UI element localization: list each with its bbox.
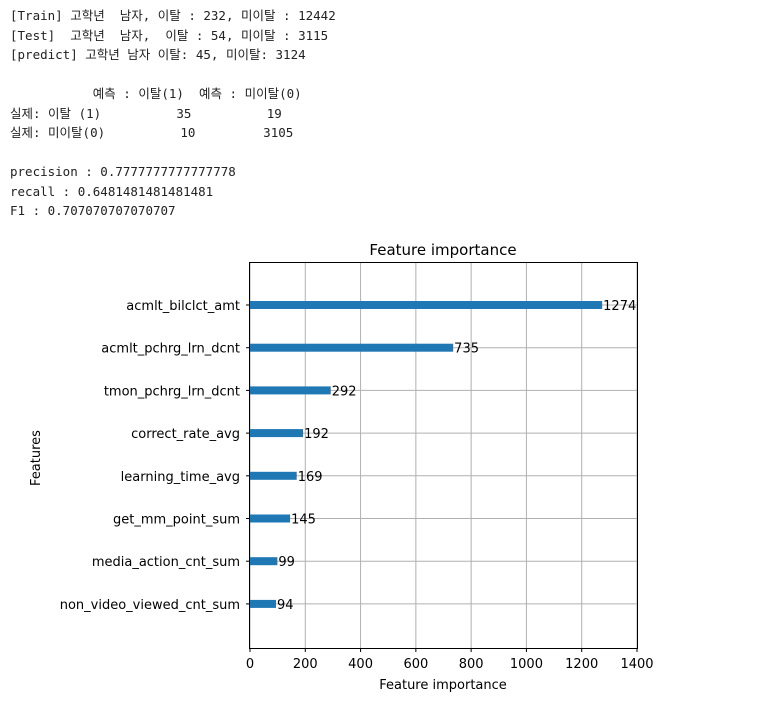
y-tick-label: media_action_cnt_sum (92, 555, 240, 570)
bar (250, 599, 276, 608)
grid-lines (249, 263, 638, 648)
x-axis-label: Feature importance (379, 678, 507, 693)
data-label: 99 (278, 555, 295, 570)
x-tick-label: 600 (403, 657, 428, 672)
bar (250, 471, 297, 480)
chart-title: Feature importance (369, 241, 516, 259)
y-tick-label: non_video_viewed_cnt_sum (60, 598, 240, 613)
x-tick-label: 0 (246, 657, 254, 672)
data-label: 169 (298, 470, 323, 485)
data-label: 192 (304, 427, 329, 442)
bar (250, 429, 304, 438)
y-tick-label: tmon_pchrg_lrn_dcnt (104, 384, 240, 399)
data-label: 94 (277, 598, 294, 613)
console-line: F1 : 0.707070707070707 (10, 203, 176, 218)
data-label: 1274 (603, 299, 636, 314)
bar (250, 514, 291, 523)
x-tick-label: 1200 (565, 657, 598, 672)
console-line: [Test] 고학년 남자, 이탈 : 54, 미이탈 : 3115 (10, 27, 329, 43)
console-line: recall : 0.6481481481481481 (10, 183, 214, 199)
bar (250, 301, 603, 309)
console-output: [Train] 고학년 남자, 이탈 : 232, 미이탈 : 12442 [Te… (10, 6, 336, 221)
y-axis-label: Features (29, 430, 44, 486)
data-label: 292 (332, 384, 357, 399)
data-label: 145 (291, 513, 316, 528)
console-line: 실제: 이탈 (1) 35 19 (10, 105, 282, 121)
bar (250, 386, 331, 395)
data-label: 735 (454, 342, 479, 357)
y-tick-label: acmlt_bilclct_amt (126, 299, 240, 314)
x-tick-label: 200 (293, 657, 318, 672)
console-line: precision : 0.7777777777777778 (10, 164, 236, 179)
y-tick-label: acmlt_pchrg_lrn_dcnt (101, 342, 240, 357)
console-line: 실제: 미이탈(0) 10 3105 (10, 125, 294, 140)
y-tick-label: correct_rate_avg (131, 427, 240, 442)
plot-frame (249, 262, 638, 649)
y-tick-labels: acmlt_bilclct_amt acmlt_pchrg_lrn_dcnttmo… (60, 299, 250, 613)
x-tick-label: 800 (459, 657, 484, 672)
y-tick-label: learning_time_avg (121, 470, 240, 485)
bars-group (250, 301, 603, 608)
console-line: [Train] 고학년 남자, 이탈 : 232, 미이탈 : 12442 (10, 8, 336, 23)
data-labels: 1274 735 292 192 169 145 99 94 (277, 299, 636, 613)
console-line: 예측 : 이탈(1) 예측 : 미이탈(0) (10, 86, 302, 101)
bar (250, 557, 278, 566)
x-tick-labels: 0 200 400 600 800 1000 1200 1400 (246, 648, 654, 672)
y-tick-label: get_mm_point_sum (113, 513, 240, 528)
bar (250, 343, 454, 352)
console-line: [predict] 고학년 남자 이탈: 45, 미이탈: 3124 (10, 47, 306, 62)
x-tick-label: 1400 (620, 657, 653, 672)
x-tick-label: 1000 (510, 657, 543, 672)
x-tick-label: 400 (348, 657, 373, 672)
